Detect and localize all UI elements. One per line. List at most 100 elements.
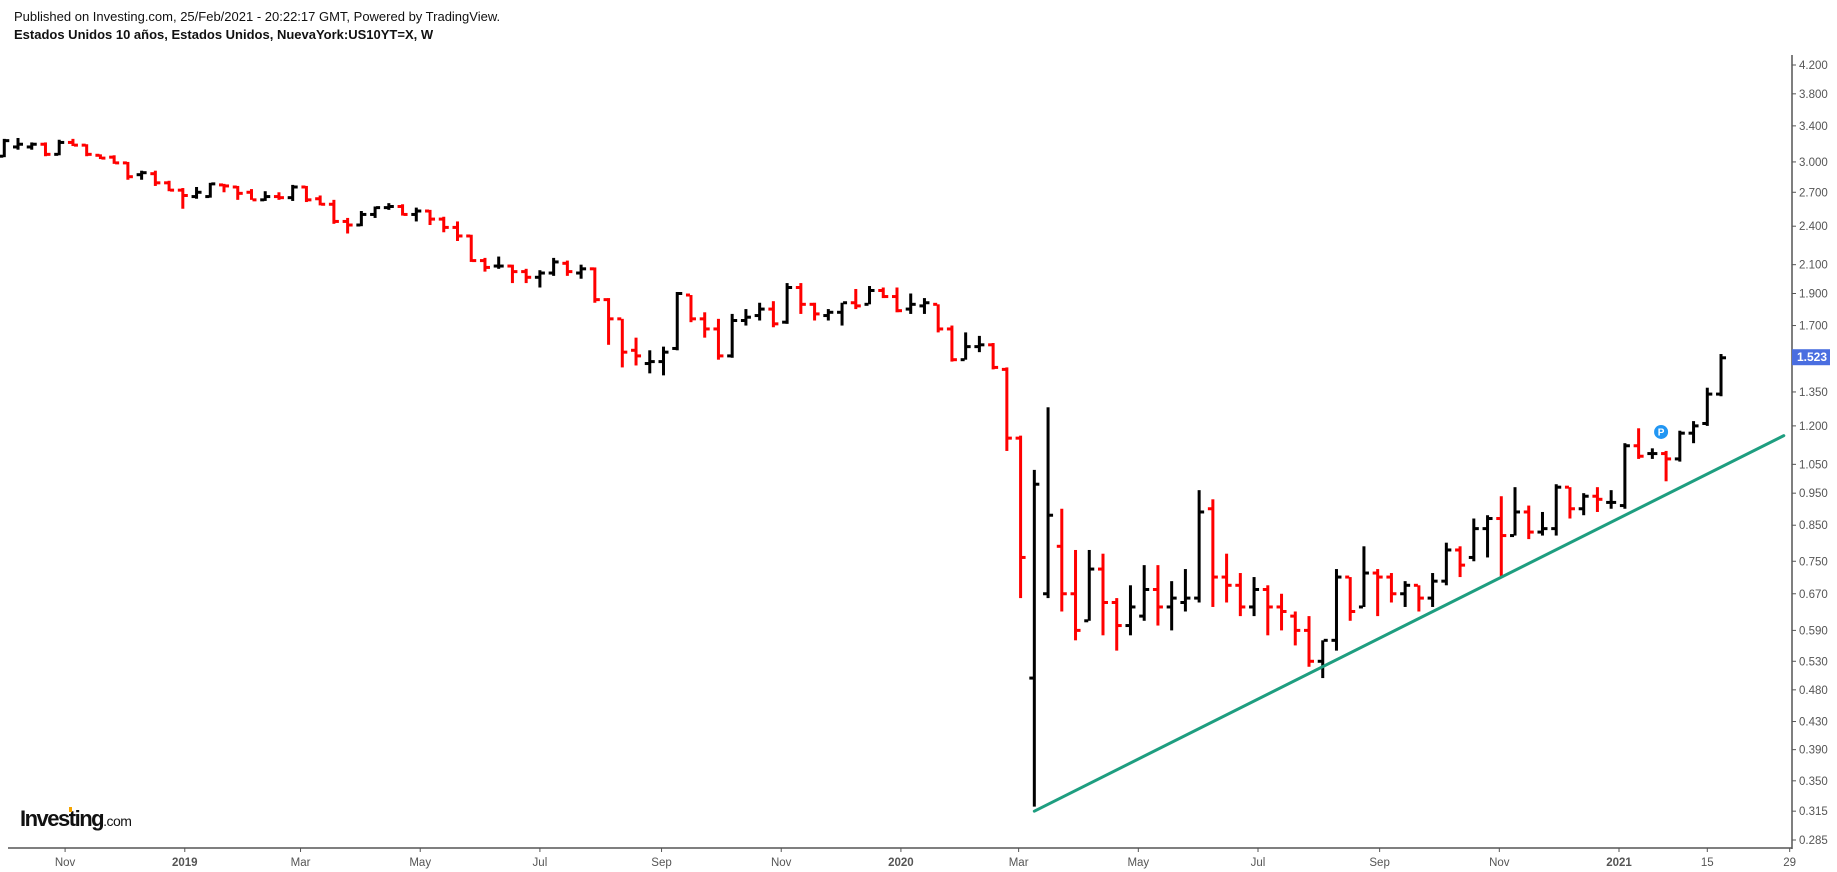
ohlc-bar[interactable]	[177, 188, 188, 209]
ohlc-bar[interactable]	[768, 301, 779, 328]
ohlc-bar[interactable]	[342, 217, 353, 234]
ohlc-bar[interactable]	[864, 286, 875, 306]
ohlc-bar[interactable]	[644, 350, 655, 374]
ohlc-bar[interactable]	[988, 343, 999, 370]
ohlc-bar[interactable]	[782, 283, 793, 324]
ohlc-bar[interactable]	[1317, 638, 1328, 679]
ohlc-bar[interactable]	[974, 335, 985, 353]
ohlc-bar[interactable]	[617, 317, 628, 368]
ohlc-bar[interactable]	[1070, 549, 1081, 641]
ohlc-bar[interactable]	[946, 325, 957, 362]
marker-badge[interactable]: P	[1654, 424, 1669, 439]
ohlc-bar[interactable]	[273, 192, 284, 200]
ohlc-bar[interactable]	[713, 318, 724, 360]
ohlc-bar[interactable]	[960, 332, 971, 362]
ohlc-bar[interactable]	[1345, 575, 1356, 621]
ohlc-bar[interactable]	[891, 287, 902, 313]
ohlc-bar[interactable]	[287, 184, 298, 201]
ohlc-bar[interactable]	[878, 287, 889, 299]
ohlc-bar[interactable]	[301, 185, 312, 203]
ohlc-bar[interactable]	[1510, 487, 1521, 538]
ohlc-bar[interactable]	[356, 211, 367, 227]
ohlc-bar[interactable]	[1564, 485, 1575, 519]
ohlc-bar[interactable]	[315, 195, 326, 206]
ohlc-bar[interactable]	[521, 268, 532, 284]
ohlc-bar[interactable]	[26, 142, 37, 150]
ohlc-bar[interactable]	[370, 206, 381, 218]
ohlc-bar[interactable]	[466, 234, 477, 263]
ohlc-bar[interactable]	[1372, 569, 1383, 617]
ohlc-bar[interactable]	[1441, 542, 1452, 586]
ohlc-bar[interactable]	[1674, 430, 1685, 462]
ohlc-bar[interactable]	[1207, 499, 1218, 607]
ohlc-bar[interactable]	[1455, 546, 1466, 578]
ohlc-bar[interactable]	[1523, 505, 1534, 540]
y-axis[interactable]: 4.200 3.800 3.400 3.000 2.700 2.400 2.100 1.900…	[1792, 60, 1828, 847]
ohlc-bar[interactable]	[1688, 421, 1699, 444]
ohlc-bar[interactable]	[685, 293, 696, 323]
ohlc-bar[interactable]	[548, 257, 559, 276]
ohlc-bar[interactable]	[122, 161, 133, 180]
ohlc-bar[interactable]	[150, 170, 161, 186]
ohlc-bar[interactable]	[837, 301, 848, 326]
ohlc-bar[interactable]	[1592, 487, 1603, 512]
ohlc-bar[interactable]	[1097, 553, 1108, 636]
ohlc-bar[interactable]	[727, 313, 738, 358]
ohlc-bar[interactable]	[232, 185, 243, 200]
ohlc-bar[interactable]	[164, 180, 175, 192]
ohlc-bar[interactable]	[823, 309, 834, 321]
ohlc-bar[interactable]	[534, 270, 545, 288]
ohlc-bar[interactable]	[1056, 508, 1067, 612]
ohlc-bar[interactable]	[740, 309, 751, 326]
ohlc-bar[interactable]	[260, 191, 271, 202]
ohlc-bar[interactable]	[1262, 585, 1273, 636]
ohlc-bar[interactable]	[13, 137, 24, 150]
ohlc-bar[interactable]	[1578, 493, 1589, 516]
ohlc-bar[interactable]	[1427, 573, 1438, 607]
ohlc-bar[interactable]	[850, 288, 861, 310]
ohlc-bar[interactable]	[1001, 367, 1012, 451]
ohlc-bar[interactable]	[411, 207, 422, 222]
ohlc-bar[interactable]	[1413, 583, 1424, 612]
ohlc-bar[interactable]	[1702, 387, 1713, 426]
ohlc-bar[interactable]	[328, 199, 339, 224]
ohlc-bar[interactable]	[1194, 490, 1205, 603]
ohlc-bar[interactable]	[1249, 577, 1260, 617]
ohlc-bar[interactable]	[1084, 549, 1095, 623]
ohlc-bar[interactable]	[672, 291, 683, 351]
ohlc-bar[interactable]	[493, 256, 504, 269]
ohlc-bar[interactable]	[67, 138, 78, 147]
ohlc-bar[interactable]	[383, 203, 394, 210]
trendline[interactable]	[1032, 434, 1786, 813]
ohlc-bar[interactable]	[1152, 565, 1163, 626]
ohlc-bar[interactable]	[425, 209, 436, 226]
ohlc-bar[interactable]	[754, 302, 765, 321]
ohlc-bar[interactable]	[54, 139, 65, 156]
ohlc-bar[interactable]	[1482, 515, 1493, 558]
ohlc-bar[interactable]	[1043, 407, 1054, 599]
ohlc-bar[interactable]	[1606, 490, 1617, 509]
ohlc-bar[interactable]	[1386, 573, 1397, 603]
ohlc-bar[interactable]	[507, 264, 518, 284]
ohlc-bar[interactable]	[905, 293, 916, 314]
ohlc-bar[interactable]	[1661, 450, 1672, 482]
ohlc-bar[interactable]	[1551, 484, 1562, 536]
ohlc-bar[interactable]	[1331, 569, 1342, 651]
ohlc-bar[interactable]	[1358, 546, 1369, 609]
ohlc-bar[interactable]	[1180, 569, 1191, 612]
ohlc-bar[interactable]	[1221, 553, 1232, 603]
ohlc-bar[interactable]	[246, 189, 257, 202]
ohlc-bar[interactable]	[109, 155, 120, 165]
ohlc-bar[interactable]	[1304, 616, 1315, 667]
ohlc-bar[interactable]	[438, 216, 449, 233]
ohlc-bar[interactable]	[1111, 598, 1122, 651]
ohlc-bar[interactable]	[1015, 435, 1026, 599]
ohlc-bar[interactable]	[1235, 573, 1246, 617]
ohlc-bar[interactable]	[1537, 511, 1548, 536]
ohlc-bar[interactable]	[219, 183, 230, 193]
ohlc-bar[interactable]	[562, 260, 573, 276]
ohlc-bar[interactable]	[136, 170, 147, 180]
ohlc-bar[interactable]	[809, 302, 820, 321]
ohlc-bar[interactable]	[1647, 448, 1658, 459]
ohlc-bar[interactable]	[205, 182, 216, 199]
